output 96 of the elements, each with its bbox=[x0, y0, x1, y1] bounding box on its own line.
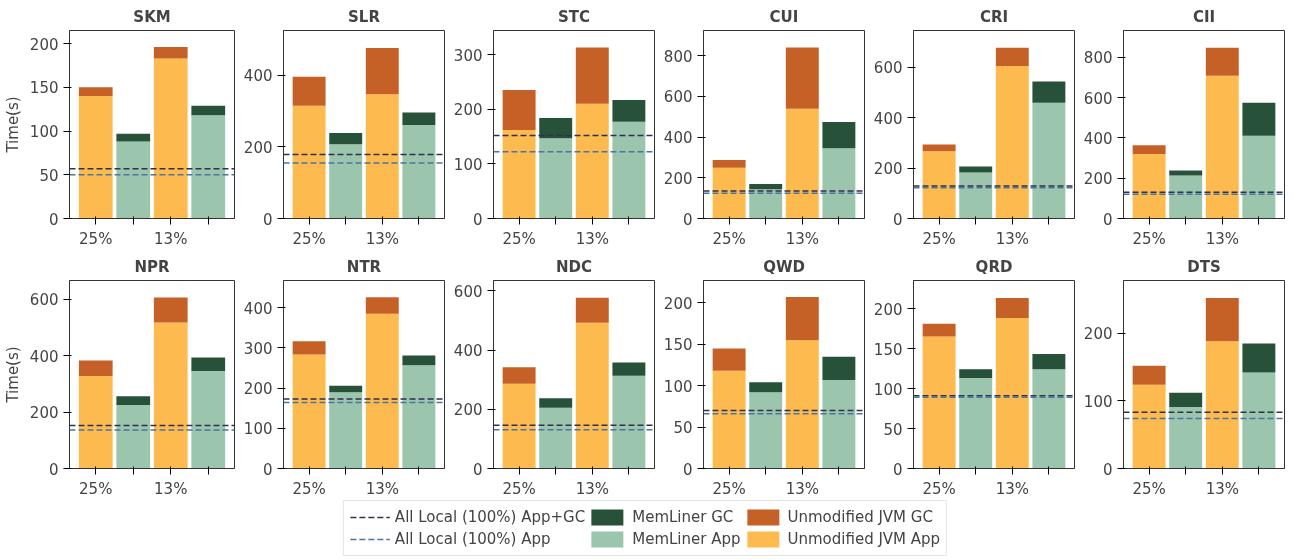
y-tick-label: 100 bbox=[453, 155, 483, 174]
x-tick-label: 25% bbox=[292, 229, 326, 248]
y-tick-label: 0 bbox=[48, 210, 59, 229]
chart-title: CRI bbox=[979, 7, 1009, 26]
x-tick-label: 13% bbox=[154, 479, 188, 498]
y-tick-label: 0 bbox=[262, 460, 273, 479]
y-tick-label: 200 bbox=[453, 101, 483, 120]
y-tick-label: 300 bbox=[243, 339, 273, 358]
y-tick-label: 0 bbox=[472, 210, 483, 229]
y-tick-label: 100 bbox=[29, 123, 59, 142]
legend-label: MemLiner App bbox=[632, 530, 741, 548]
chart-title: SLR bbox=[348, 7, 381, 26]
y-tick-label: 0 bbox=[892, 460, 903, 479]
x-tick-label: 25% bbox=[712, 479, 746, 498]
y-tick-label: 0 bbox=[682, 460, 693, 479]
y-tick-label: 100 bbox=[243, 420, 273, 439]
y-tick-label: 200 bbox=[29, 35, 59, 54]
legend-label: Unmodified JVM GC bbox=[787, 508, 933, 526]
y-tick-label: 200 bbox=[243, 380, 273, 399]
x-tick-label: 13% bbox=[154, 229, 188, 248]
x-tick-label: 13% bbox=[575, 479, 609, 498]
chart-title: NDC bbox=[555, 257, 593, 276]
x-tick-label: 13% bbox=[365, 479, 399, 498]
y-tick-label: 150 bbox=[663, 336, 693, 355]
y-tick-label: 150 bbox=[29, 79, 59, 98]
y-tick-label: 100 bbox=[873, 380, 903, 399]
y-tick-label: 200 bbox=[243, 138, 273, 157]
legend-label: MemLiner GC bbox=[632, 508, 734, 526]
chart-title: QWD bbox=[763, 257, 805, 276]
x-tick-label: 13% bbox=[785, 229, 819, 248]
chart-title: STC bbox=[557, 7, 591, 26]
x-tick-label: 13% bbox=[1205, 479, 1239, 498]
y-tick-label: 0 bbox=[892, 210, 903, 229]
y-tick-label: 400 bbox=[243, 67, 273, 86]
y-tick-label: 200 bbox=[663, 294, 693, 313]
chart-title: DTS bbox=[1187, 257, 1221, 276]
x-tick-label: 13% bbox=[995, 229, 1029, 248]
chart-title: SKM bbox=[133, 7, 171, 26]
x-tick-label: 13% bbox=[1205, 229, 1239, 248]
chart-title: NTR bbox=[346, 257, 382, 276]
x-tick-label: 13% bbox=[365, 229, 399, 248]
x-tick-label: 25% bbox=[712, 229, 746, 248]
y-tick-label: 400 bbox=[1083, 129, 1113, 148]
y-tick-label: 200 bbox=[1083, 325, 1113, 344]
y-tick-label: 100 bbox=[1083, 392, 1113, 411]
y-tick-label: 0 bbox=[262, 210, 273, 229]
y-tick-label: 0 bbox=[1102, 460, 1113, 479]
y-tick-label: 0 bbox=[48, 460, 59, 479]
y-tick-label: 600 bbox=[453, 282, 483, 301]
legend-label: Unmodified JVM App bbox=[787, 530, 941, 548]
x-tick-label: 25% bbox=[79, 229, 113, 248]
y-tick-label: 50 bbox=[39, 166, 59, 185]
y-tick-label: 50 bbox=[673, 419, 693, 438]
y-tick-label: 200 bbox=[453, 401, 483, 420]
y-tick-label: 800 bbox=[663, 47, 693, 66]
y-tick-label: 400 bbox=[873, 109, 903, 128]
y-tick-label: 300 bbox=[453, 46, 483, 65]
y-tick-label: 200 bbox=[873, 160, 903, 179]
y-tick-label: 50 bbox=[883, 420, 903, 439]
y-tick-label: 400 bbox=[243, 299, 273, 318]
y-tick-label: 600 bbox=[873, 59, 903, 78]
chart-title: NPR bbox=[134, 257, 170, 276]
y-tick-label: 400 bbox=[663, 129, 693, 148]
y-tick-label: 100 bbox=[663, 377, 693, 396]
legend-label: All Local (100%) App bbox=[394, 530, 551, 548]
y-tick-label: 200 bbox=[29, 404, 59, 423]
y-tick-label: 800 bbox=[1083, 49, 1113, 68]
x-tick-label: 25% bbox=[922, 479, 956, 498]
x-tick-label: 13% bbox=[995, 479, 1029, 498]
x-tick-label: 25% bbox=[1132, 479, 1166, 498]
x-tick-label: 25% bbox=[502, 229, 536, 248]
y-tick-label: 0 bbox=[1102, 210, 1113, 229]
chart-title: QRD bbox=[975, 257, 1013, 276]
y-axis-title: Time(s) bbox=[3, 96, 22, 154]
y-tick-label: 0 bbox=[682, 210, 693, 229]
y-tick-label: 150 bbox=[873, 340, 903, 359]
x-tick-label: 13% bbox=[575, 229, 609, 248]
legend-label: All Local (100%) App+GC bbox=[394, 508, 586, 526]
y-tick-label: 200 bbox=[1083, 170, 1113, 189]
y-tick-label: 600 bbox=[663, 88, 693, 107]
x-tick-label: 25% bbox=[79, 479, 113, 498]
x-tick-label: 25% bbox=[922, 229, 956, 248]
y-tick-label: 400 bbox=[453, 342, 483, 361]
chart-title: CII bbox=[1192, 7, 1216, 26]
y-tick-label: 200 bbox=[873, 300, 903, 319]
chart-title: CUI bbox=[769, 7, 799, 26]
y-tick-label: 0 bbox=[472, 460, 483, 479]
y-tick-label: 200 bbox=[663, 169, 693, 188]
y-axis-title: Time(s) bbox=[3, 346, 22, 404]
y-tick-label: 600 bbox=[29, 291, 59, 310]
y-tick-label: 600 bbox=[1083, 89, 1113, 108]
x-tick-label: 13% bbox=[785, 479, 819, 498]
x-tick-label: 25% bbox=[502, 479, 536, 498]
x-tick-label: 25% bbox=[292, 479, 326, 498]
x-tick-label: 25% bbox=[1132, 229, 1166, 248]
y-tick-label: 400 bbox=[29, 347, 59, 366]
